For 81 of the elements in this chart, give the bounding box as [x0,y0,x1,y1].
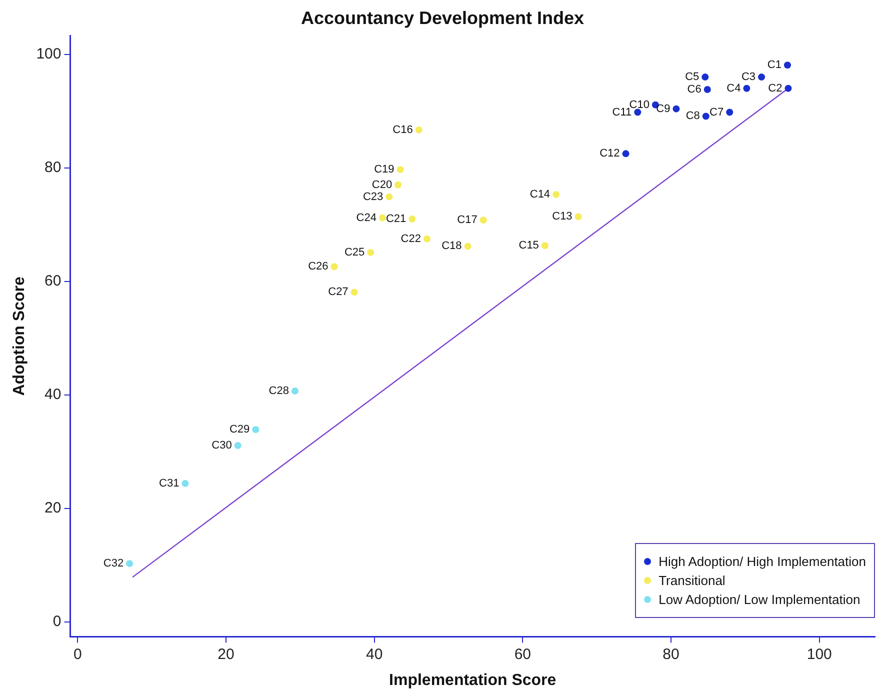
annotation: C6 [687,84,702,96]
annotation: C31 [159,478,180,490]
annotation: C24 [356,212,376,224]
point [408,215,416,222]
legend-label: Low Adoption/ Low Implementation [658,592,860,607]
annotation: C9 [656,102,670,115]
annotation: C28 [268,385,289,398]
point [350,288,358,296]
y-tick-label: 0 [52,613,62,630]
point [784,84,792,92]
annotation: C1 [767,59,782,72]
annotation: C8 [686,110,700,122]
point [126,560,134,568]
annotation: C21 [386,213,406,225]
annotation: C14 [530,188,550,201]
annotation: C13 [552,210,572,223]
annotation: C17 [457,214,478,226]
chart-title: Accountancy Development Index [300,8,584,28]
point [291,387,298,394]
annotation: C2 [768,82,782,94]
annotation: C25 [344,246,365,258]
point [784,62,791,69]
y-tick-label: 100 [36,45,62,62]
x-tick-label: 100 [806,646,832,663]
point [574,213,582,220]
y-tick-label: 80 [44,159,62,176]
x-tick-label: 60 [514,646,532,663]
x-tick-label: 40 [366,646,383,663]
annotation: C15 [518,240,539,252]
annotation: C27 [328,286,348,298]
annotation: C20 [372,178,392,191]
annotation: C22 [400,232,421,245]
point [378,214,386,222]
point [330,263,338,270]
annotation: C7 [710,106,724,118]
y-tick-label: 40 [44,386,62,404]
point [234,442,242,449]
point [702,74,709,81]
point [552,191,560,198]
annotation: C26 [308,260,328,273]
x-tick-label: 20 [218,646,234,663]
annotation: C32 [103,558,124,570]
point [424,235,430,242]
point [672,105,680,112]
point [182,480,189,488]
point [252,426,260,434]
x-tick-label: 0 [73,646,82,663]
annotation: C16 [392,124,413,136]
y-tick-label: 60 [44,272,62,290]
point [758,74,766,81]
point [743,84,750,92]
annotation: C30 [212,440,232,452]
y-tick-label: 20 [44,500,62,517]
annotation: C18 [442,240,462,252]
point [386,193,393,200]
legend-label: High Adoption/ High Implementation [658,554,866,569]
point [464,242,472,250]
point [622,150,630,158]
point [634,108,642,116]
point [367,248,374,256]
annotation: C23 [362,190,384,203]
legend-label: Transitional [658,573,726,588]
annotation: C12 [600,148,620,160]
annotation: C19 [374,164,394,176]
point [702,112,710,120]
x-axis-title: Implementation Score [389,672,556,689]
x-tick-label: 80 [662,646,680,663]
point [541,242,548,250]
annotation: C29 [229,424,250,436]
y-axis-title: Adoption Score [11,276,28,396]
point [394,181,402,188]
annotation: C11 [612,106,632,118]
annotation: C10 [629,98,650,111]
point [396,166,404,174]
point [480,216,487,224]
point [415,126,422,134]
annotation: C3 [741,71,756,84]
point [704,86,711,94]
point [726,108,734,116]
annotation: C5 [685,71,700,84]
annotation: C4 [726,82,741,94]
